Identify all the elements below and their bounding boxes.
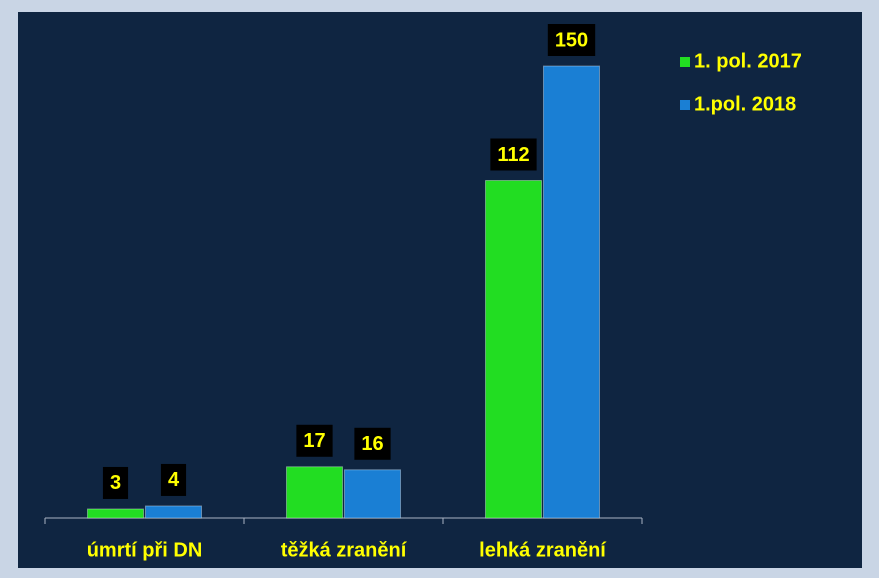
value-label: 17 [303, 430, 325, 452]
legend-swatch [680, 57, 690, 67]
value-label: 3 [110, 472, 121, 494]
bar [286, 466, 343, 519]
plot-background [18, 12, 862, 568]
value-label-box [296, 424, 333, 457]
bar [145, 505, 202, 519]
value-label: 16 [361, 433, 383, 455]
bar [485, 180, 542, 519]
x-tick-label: lehká zranění [479, 539, 607, 561]
value-label: 112 [497, 144, 529, 166]
value-label-box [102, 466, 129, 499]
value-label-box [160, 463, 187, 496]
bar [543, 65, 600, 519]
legend-label: 1.pol. 2018 [694, 93, 796, 115]
bar [87, 508, 144, 519]
legend-label: 1. pol. 2017 [694, 50, 802, 72]
x-tick-label: těžká zranění [281, 539, 408, 561]
value-label-box [490, 138, 537, 171]
value-label-box [354, 427, 391, 460]
x-tick-label: úmrtí při DN [87, 539, 203, 561]
value-label: 4 [168, 469, 180, 491]
bar [344, 469, 401, 519]
legend-swatch [680, 100, 690, 110]
value-label-box [547, 24, 596, 56]
value-label: 150 [555, 29, 588, 51]
